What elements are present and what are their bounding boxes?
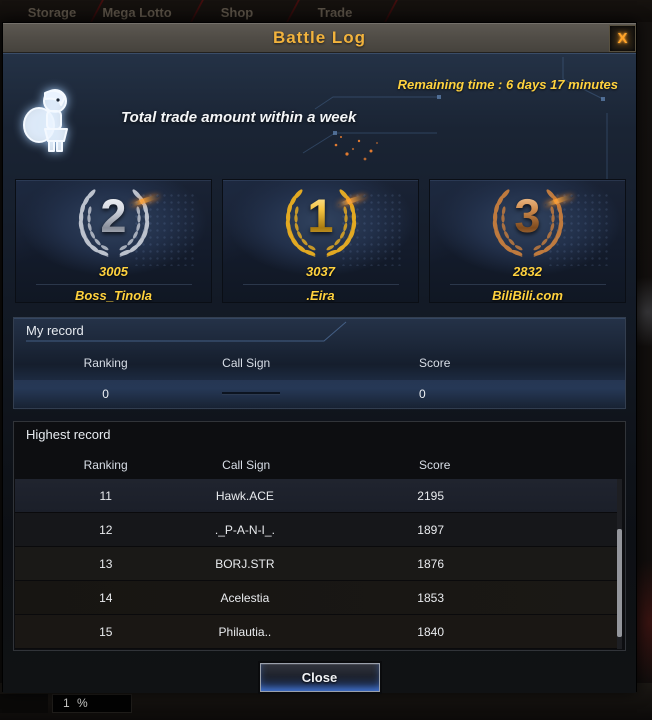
tab-separator	[382, 0, 400, 22]
podium-card-first: 1 3037 .Eira	[222, 179, 419, 303]
percentage-indicator: 1 %	[52, 694, 132, 713]
table-row: 12 ._P-A-N-I_. 1897	[15, 513, 620, 547]
circuit-underline	[26, 321, 347, 342]
col-ranking: Ranking	[83, 356, 128, 370]
col-callsign: Call Sign	[222, 458, 271, 472]
status-bar-segment	[0, 694, 48, 713]
dialog-titlebar: Battle Log	[3, 23, 636, 53]
empty-callsign-dash	[222, 392, 280, 395]
table-row: 14 Acelestia 1853	[15, 581, 620, 615]
cell-callsign: BORJ.STR	[215, 557, 275, 571]
divider	[35, 284, 192, 285]
cell-score: 2195	[417, 489, 444, 503]
rank-number: 2	[51, 183, 177, 249]
my-score: 0	[419, 387, 426, 401]
cell-score: 1853	[417, 591, 444, 605]
cell-callsign: Acelestia	[220, 591, 270, 605]
divider	[242, 284, 399, 285]
tab-separator	[188, 0, 206, 22]
cell-callsign: Hawk.ACE	[215, 489, 274, 503]
podium-score: 2832	[513, 264, 542, 279]
bg-tab-trade[interactable]: Trade	[317, 5, 353, 20]
my-record-title: My record	[26, 323, 84, 338]
scrollbar-thumb[interactable]	[617, 529, 622, 637]
bg-tab-shop[interactable]: Shop	[220, 5, 254, 20]
bg-tab-storage[interactable]: Storage	[27, 5, 77, 20]
cell-callsign: ._P-A-N-I_.	[214, 523, 275, 537]
highest-record-panel: Highest record Ranking Call Sign Score 1…	[13, 421, 626, 651]
battle-log-dialog: Battle Log X Remaining time : 6 days 17 …	[2, 22, 637, 694]
podium-callsign: .Eira	[306, 288, 335, 303]
divider	[449, 284, 606, 285]
highest-record-header-row: Ranking Call Sign Score	[14, 458, 625, 472]
podium-card-third: 3 2832 BiliBili.com	[429, 179, 626, 303]
podium-score: 3005	[99, 264, 128, 279]
col-ranking: Ranking	[83, 458, 128, 472]
col-score: Score	[419, 458, 451, 472]
highest-record-title: Highest record	[26, 427, 111, 442]
podium-score: 3037	[306, 264, 335, 279]
bg-tab-megalotto[interactable]: Mega Lotto	[102, 5, 172, 20]
my-record-row: 0 0	[14, 380, 625, 410]
dialog-content: Remaining time : 6 days 17 minutes Total…	[3, 53, 636, 694]
my-ranking: 0	[102, 387, 109, 401]
cell-score: 1876	[417, 557, 444, 571]
cell-ranking: 12	[99, 523, 113, 537]
cell-ranking: 14	[99, 591, 113, 605]
trader-character-icon	[23, 89, 68, 152]
cell-ranking: 13	[99, 557, 113, 571]
cell-ranking: 15	[99, 625, 113, 639]
table-row: 15 Philautia.. 1840	[15, 615, 620, 649]
podium-card-second: 2 3005 Boss_Tinola	[15, 179, 212, 303]
close-button[interactable]: Close	[257, 661, 382, 694]
background-tabbar: Storage Mega Lotto Shop Trade	[0, 0, 652, 22]
rank-number: 3	[465, 183, 591, 249]
cell-score: 1840	[417, 625, 444, 639]
table-row: 13 BORJ.STR 1876	[15, 547, 620, 581]
table-row: 11 Hawk.ACE 2195	[15, 479, 620, 513]
my-record-panel: My record Ranking Call Sign Score 0 0	[13, 317, 626, 410]
scrollbar-track[interactable]	[617, 479, 622, 649]
background-right-edge	[637, 22, 652, 683]
cell-score: 1897	[417, 523, 444, 537]
ranking-subtitle: Total trade amount within a week	[121, 109, 357, 126]
tab-separator	[284, 0, 302, 22]
remaining-time: Remaining time : 6 days 17 minutes	[397, 77, 618, 92]
rank-number: 1	[258, 183, 384, 249]
my-callsign	[197, 387, 295, 410]
col-score: Score	[419, 356, 451, 370]
close-icon[interactable]: X	[609, 25, 636, 52]
podium-callsign: BiliBili.com	[492, 288, 563, 303]
col-callsign: Call Sign	[222, 356, 271, 370]
dialog-title: Battle Log	[272, 28, 367, 47]
podium-row: 2 3005 Boss_Tinola	[15, 179, 626, 303]
highest-record-list: 11 Hawk.ACE 2195 12 ._P-A-N-I_. 1897 13 …	[15, 479, 620, 649]
cell-ranking: 11	[99, 489, 112, 503]
podium-callsign: Boss_Tinola	[74, 288, 153, 303]
my-record-header-row: Ranking Call Sign Score	[14, 356, 625, 370]
cell-callsign: Philautia..	[218, 625, 272, 639]
